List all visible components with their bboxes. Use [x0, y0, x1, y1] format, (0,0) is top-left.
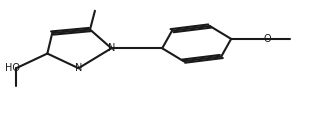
Text: HO: HO	[5, 63, 20, 73]
Text: O: O	[263, 34, 271, 44]
Text: N: N	[108, 43, 115, 53]
Text: N: N	[75, 63, 82, 73]
